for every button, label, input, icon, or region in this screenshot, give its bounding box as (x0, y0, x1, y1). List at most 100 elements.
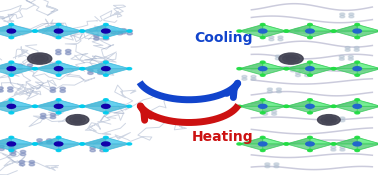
Polygon shape (106, 144, 129, 150)
Circle shape (102, 67, 110, 71)
Circle shape (353, 142, 361, 146)
Circle shape (263, 113, 268, 115)
Polygon shape (0, 62, 11, 69)
Polygon shape (59, 106, 82, 113)
Circle shape (299, 67, 304, 69)
Circle shape (306, 104, 314, 108)
Polygon shape (334, 137, 378, 150)
Polygon shape (357, 31, 378, 38)
Circle shape (355, 23, 359, 26)
Circle shape (94, 37, 99, 40)
Polygon shape (106, 31, 129, 38)
Circle shape (8, 90, 13, 92)
Circle shape (331, 68, 336, 70)
Polygon shape (334, 25, 378, 38)
Polygon shape (310, 25, 333, 31)
Polygon shape (35, 62, 59, 69)
Polygon shape (35, 100, 82, 113)
Polygon shape (106, 62, 129, 69)
Circle shape (121, 29, 126, 31)
Polygon shape (35, 137, 59, 144)
Circle shape (284, 143, 288, 145)
Polygon shape (357, 25, 378, 31)
Polygon shape (82, 144, 106, 150)
Polygon shape (35, 62, 82, 75)
Polygon shape (239, 144, 263, 150)
Circle shape (237, 68, 242, 70)
Circle shape (308, 149, 312, 152)
Circle shape (56, 23, 61, 26)
Circle shape (90, 146, 95, 149)
Circle shape (80, 143, 85, 145)
Polygon shape (82, 137, 129, 150)
Circle shape (331, 30, 336, 32)
Polygon shape (0, 137, 35, 150)
Circle shape (308, 36, 312, 39)
Circle shape (73, 118, 82, 122)
Polygon shape (357, 62, 378, 69)
Polygon shape (263, 25, 286, 31)
Polygon shape (0, 100, 11, 106)
Circle shape (9, 112, 14, 114)
Polygon shape (334, 106, 357, 113)
Polygon shape (239, 62, 263, 69)
Polygon shape (239, 25, 286, 38)
Circle shape (355, 74, 359, 76)
Circle shape (9, 36, 14, 39)
Circle shape (80, 105, 84, 107)
Circle shape (332, 143, 336, 145)
Circle shape (269, 38, 274, 41)
Circle shape (54, 142, 63, 146)
Circle shape (104, 99, 108, 101)
Polygon shape (11, 144, 35, 150)
Circle shape (54, 29, 63, 33)
Circle shape (306, 142, 314, 146)
Circle shape (284, 58, 290, 60)
Circle shape (275, 58, 280, 60)
Polygon shape (0, 31, 11, 38)
Circle shape (9, 148, 14, 150)
Circle shape (260, 61, 265, 63)
Circle shape (19, 163, 25, 166)
Circle shape (306, 29, 314, 33)
Polygon shape (11, 62, 35, 69)
Circle shape (56, 136, 61, 139)
Polygon shape (239, 69, 263, 75)
Circle shape (65, 50, 71, 52)
Polygon shape (59, 31, 82, 38)
Polygon shape (59, 69, 82, 75)
Polygon shape (310, 62, 333, 69)
Circle shape (340, 117, 345, 119)
Polygon shape (11, 69, 35, 75)
Polygon shape (0, 144, 11, 150)
Polygon shape (82, 137, 106, 144)
Polygon shape (239, 137, 286, 150)
Circle shape (331, 117, 336, 119)
Polygon shape (334, 137, 357, 144)
Polygon shape (334, 144, 357, 150)
Circle shape (66, 115, 89, 125)
Polygon shape (310, 106, 333, 113)
Circle shape (299, 69, 304, 72)
Polygon shape (59, 144, 82, 150)
Circle shape (56, 61, 61, 63)
Circle shape (260, 112, 265, 114)
Polygon shape (0, 100, 35, 113)
Circle shape (11, 153, 16, 156)
Circle shape (9, 149, 14, 152)
Circle shape (29, 163, 34, 166)
Circle shape (60, 87, 65, 90)
Circle shape (33, 143, 37, 145)
Polygon shape (11, 137, 35, 144)
Circle shape (286, 56, 296, 61)
Circle shape (305, 74, 310, 77)
Circle shape (20, 150, 26, 153)
Circle shape (33, 30, 37, 32)
Polygon shape (287, 25, 310, 31)
Circle shape (56, 36, 61, 39)
Polygon shape (11, 106, 35, 113)
Circle shape (349, 13, 354, 15)
Circle shape (304, 31, 309, 33)
Polygon shape (357, 137, 378, 144)
Circle shape (349, 16, 354, 18)
